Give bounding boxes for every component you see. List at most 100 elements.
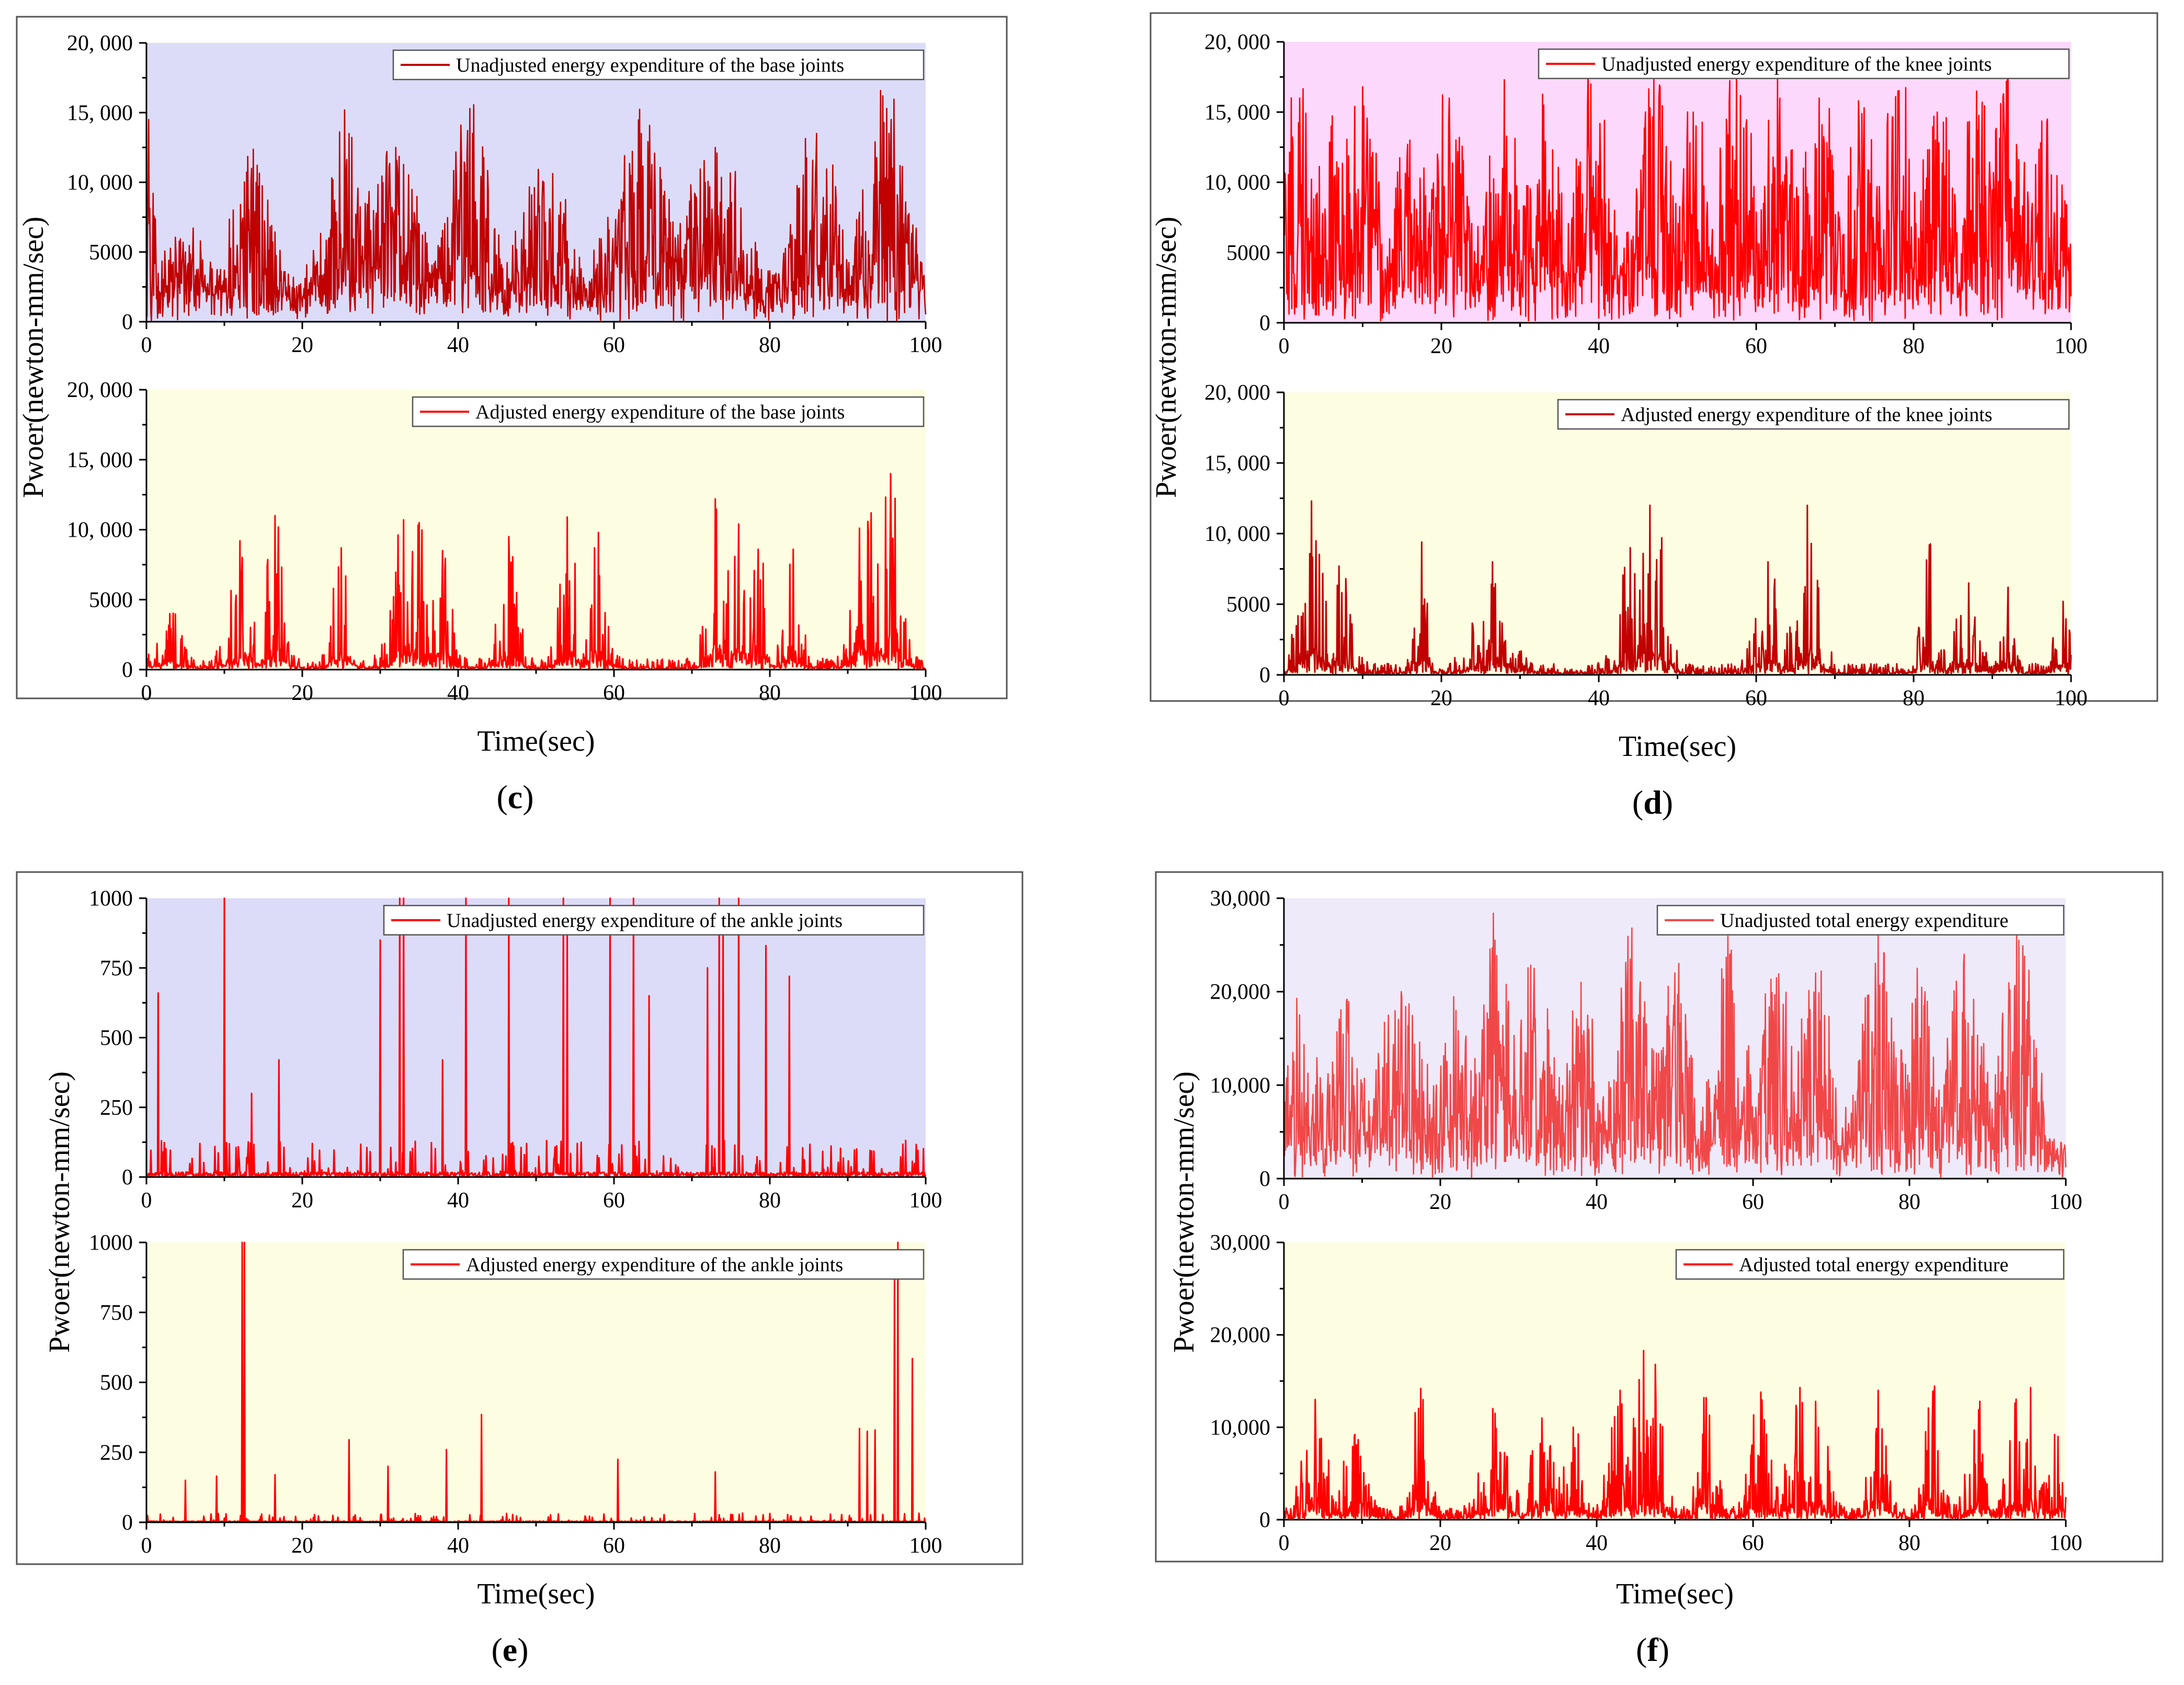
- caption-letter: c: [508, 778, 522, 816]
- caption-paren-close: ): [1658, 1631, 1669, 1668]
- x-tick-label: 80: [759, 681, 781, 705]
- y-tick-label: 20,000: [1210, 1324, 1271, 1348]
- legend: Adjusted energy expenditure of the knee …: [1557, 399, 2070, 430]
- y-tick-label: 10, 000: [67, 171, 133, 195]
- x-tick-label: 40: [447, 1534, 469, 1558]
- legend: Unadjusted energy expenditure of the ank…: [383, 904, 925, 936]
- legend-frame: [412, 396, 925, 427]
- x-tick-label: 60: [603, 1534, 625, 1558]
- x-tick-label: 80: [759, 1534, 781, 1558]
- x-axis-label: Time(sec): [1616, 1578, 1734, 1610]
- x-tick-label: 40: [447, 681, 469, 705]
- series-line: [145, 473, 927, 671]
- y-tick-label: 0: [122, 658, 133, 682]
- subplot-c-1: 0 20 40 60 80 100 0 5000 10, 000 15, 000 20, 000 Un…: [67, 31, 942, 357]
- y-tick-label: 20,000: [1210, 980, 1271, 1004]
- legend-frame: [1675, 1249, 2065, 1280]
- legend-label: Adjusted total energy expenditure: [1739, 1254, 2008, 1276]
- legend-label: Unadjusted energy expenditure of the ank…: [447, 910, 843, 932]
- subplot-c-2: 0 20 40 60 80 100 0 5000 10, 000 15, 000 20, 000 Ad…: [67, 378, 942, 705]
- x-tick-label: 60: [1742, 1190, 1764, 1214]
- caption-paren-close: ): [522, 778, 533, 816]
- y-tick-label: 10, 000: [67, 518, 133, 542]
- x-tick-label: 0: [141, 681, 152, 705]
- x-tick-label: 60: [603, 1189, 625, 1213]
- x-tick-label: 20: [291, 1534, 313, 1558]
- y-tick-label: 0: [1259, 1508, 1270, 1532]
- caption-letter: d: [1643, 784, 1662, 821]
- plot-background: [1284, 1242, 2066, 1520]
- x-tick-label: 100: [909, 333, 942, 357]
- subplot-f-1: 0 20 40 60 80 100 0 10,000 20,000 30,000 Unadjuste…: [1210, 887, 2083, 1214]
- legend-label: Adjusted energy expenditure of the knee …: [1621, 404, 1993, 426]
- x-tick-label: 100: [909, 1189, 942, 1213]
- x-tick-label: 100: [909, 681, 942, 705]
- chart-panel-f: 0 20 40 60 80 100 0 10,000 20,000 30,000 Unadjuste…: [1155, 871, 2164, 1610]
- legend-frame: [402, 1249, 925, 1280]
- caption-e: (e): [491, 1631, 528, 1668]
- legend: Adjusted energy expenditure of the ankle…: [402, 1249, 925, 1280]
- y-tick-label: 15, 000: [67, 101, 133, 125]
- caption-paren-close: ): [1662, 784, 1673, 821]
- plot-background: [1284, 392, 2071, 675]
- y-tick-label: 10,000: [1210, 1073, 1271, 1098]
- caption-paren-open: (: [491, 1631, 502, 1668]
- legend: Unadjusted total energy expenditure: [1656, 904, 2065, 936]
- x-axis-label: Time(sec): [477, 1578, 595, 1610]
- caption-paren-open: (: [496, 778, 507, 816]
- x-tick-label: 60: [603, 681, 625, 705]
- y-tick-label: 20, 000: [1204, 381, 1270, 405]
- x-tick-label: 100: [2055, 686, 2088, 710]
- x-tick-label: 80: [759, 333, 781, 357]
- legend-frame: [1557, 399, 2070, 430]
- series-line: [1283, 67, 2072, 323]
- y-tick-label: 5000: [1226, 593, 1270, 617]
- legend-frame: [392, 49, 925, 81]
- legend-frame: [383, 904, 925, 936]
- chart-panel-d: 0 20 40 60 80 100 0 5000 10, 000 15, 000 20, 000 Un…: [1150, 12, 2158, 763]
- y-tick-label: 0: [1259, 663, 1270, 687]
- x-tick-label: 80: [1903, 334, 1925, 358]
- legend: Adjusted total energy expenditure: [1675, 1249, 2065, 1280]
- x-tick-label: 100: [2050, 1531, 2083, 1555]
- plot-background: [146, 1242, 926, 1522]
- x-tick-label: 40: [1586, 1190, 1608, 1214]
- y-tick-label: 500: [100, 1371, 133, 1395]
- subplot-d-2: 0 20 40 60 80 100 0 5000 10, 000 15, 000 20, 000 Ad…: [1204, 381, 2088, 710]
- y-tick-label: 30,000: [1210, 887, 1271, 911]
- y-tick-label: 750: [100, 956, 133, 980]
- y-tick-label: 30,000: [1210, 1231, 1271, 1255]
- y-tick-label: 20, 000: [67, 378, 133, 402]
- x-tick-label: 0: [1279, 686, 1290, 710]
- y-tick-label: 0: [122, 1511, 133, 1535]
- legend: Unadjusted energy expenditure of the bas…: [392, 49, 925, 81]
- legend-label: Adjusted energy expenditure of the base …: [475, 401, 845, 423]
- plot-background: [146, 898, 926, 1177]
- x-tick-label: 0: [1279, 1531, 1290, 1555]
- y-tick-label: 15, 000: [1204, 451, 1270, 476]
- x-tick-label: 80: [1898, 1531, 1920, 1555]
- y-tick-label: 5000: [89, 588, 133, 612]
- x-tick-label: 20: [291, 681, 313, 705]
- plot-background: [146, 390, 926, 670]
- y-axis-label: Pwoer(newton-mm/sec): [43, 1071, 76, 1353]
- legend: Adjusted energy expenditure of the base …: [412, 396, 925, 427]
- x-tick-label: 0: [141, 1189, 152, 1213]
- x-tick-label: 0: [1279, 334, 1290, 358]
- x-tick-label: 60: [1745, 334, 1767, 358]
- caption-paren-close: ): [517, 1631, 528, 1668]
- x-tick-label: 40: [447, 333, 469, 357]
- legend-label: Unadjusted total energy expenditure: [1720, 910, 2008, 932]
- y-tick-label: 0: [122, 310, 133, 334]
- x-tick-label: 40: [1588, 334, 1610, 358]
- y-tick-label: 15, 000: [1204, 100, 1270, 125]
- caption-d: (d): [1632, 784, 1673, 821]
- y-tick-label: 250: [100, 1096, 133, 1120]
- y-axis-label: Pwoer(newton-mm/sec): [1150, 217, 1182, 498]
- x-tick-label: 20: [1429, 1531, 1451, 1555]
- x-tick-label: 0: [1279, 1190, 1290, 1214]
